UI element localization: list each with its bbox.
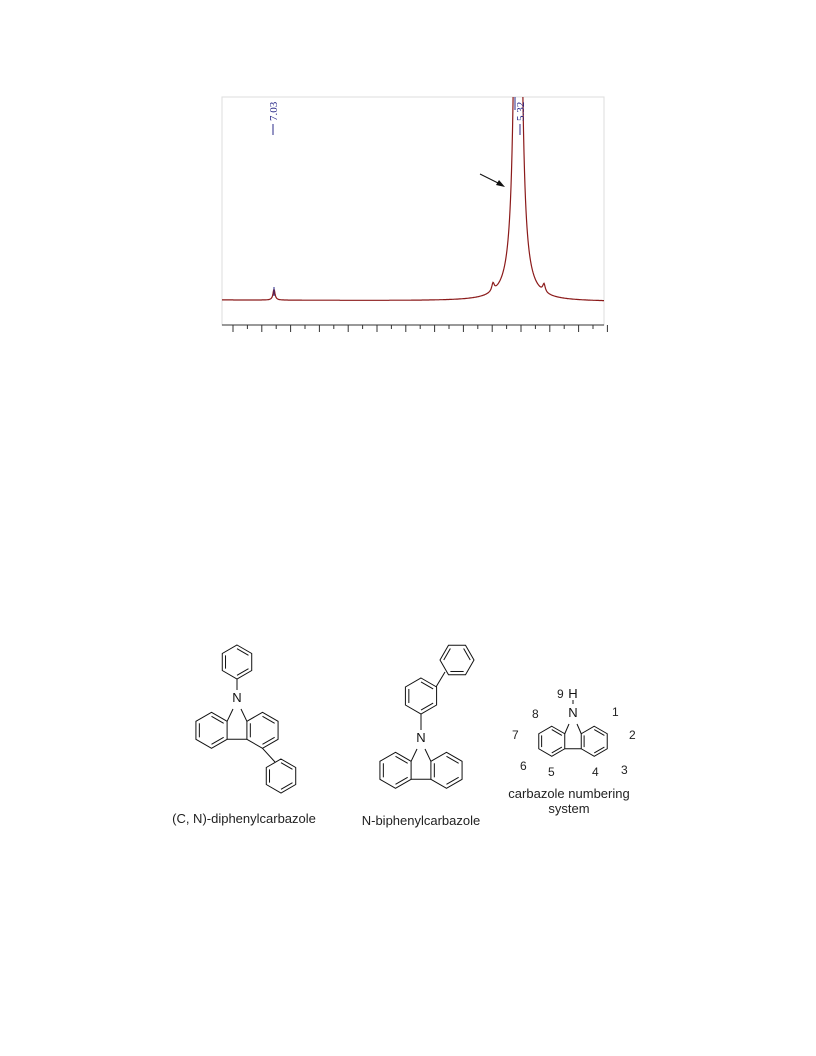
bond (410, 748, 418, 762)
double-bond (236, 648, 249, 656)
double-bond (395, 776, 408, 785)
position-number: 3 (621, 763, 628, 777)
atom-label: N (416, 730, 425, 745)
caption: system (548, 801, 589, 816)
arrow-head (496, 180, 505, 187)
position-number: 4 (592, 765, 599, 779)
double-bond (262, 736, 275, 745)
double-bond (593, 729, 605, 736)
atom-label: H (568, 686, 577, 701)
ring (265, 758, 297, 794)
atom-label: N (568, 705, 577, 720)
double-bond (280, 782, 293, 790)
structures: N (C, N)-diphenylcarbazole N N-biphenylc… (172, 644, 636, 828)
ring (221, 644, 253, 680)
position-number: 9 (557, 687, 564, 701)
bond (240, 708, 248, 722)
ring (195, 711, 228, 749)
caption: (C, N)-diphenylcarbazole (172, 811, 316, 826)
ring (580, 725, 608, 757)
peak-label: 7.03 (268, 101, 280, 121)
double-bond (551, 746, 563, 754)
ring (439, 644, 475, 676)
double-bond (211, 715, 224, 724)
ring (379, 751, 412, 789)
ring (430, 751, 463, 789)
position-number: 6 (520, 759, 527, 773)
position-number: 2 (629, 728, 636, 742)
bond (564, 723, 570, 734)
double-bond (463, 648, 471, 661)
position-number: 7 (512, 728, 519, 742)
ring (246, 711, 279, 749)
double-bond (593, 746, 605, 754)
caption: carbazole numbering (508, 786, 629, 801)
double-bond (551, 729, 563, 736)
double-bond (446, 755, 459, 764)
bond (424, 748, 432, 762)
double-bond (420, 681, 434, 690)
double-bond (446, 776, 459, 785)
bond (226, 708, 234, 722)
double-bond (236, 668, 249, 676)
caption: N-biphenylcarbazole (362, 813, 481, 828)
double-bond (280, 762, 293, 770)
axis-ticks (232, 325, 608, 332)
bond (262, 747, 276, 763)
double-bond (420, 702, 434, 711)
double-bond (443, 648, 451, 661)
atom-label: N (232, 690, 241, 705)
ring (404, 677, 438, 715)
ring (538, 725, 566, 757)
position-number: 1 (612, 705, 619, 719)
spectrum: 7.03 5.32 (221, 96, 608, 332)
position-number: 8 (532, 707, 539, 721)
position-number: 5 (548, 765, 555, 779)
bond (435, 671, 446, 688)
double-bond (262, 715, 275, 724)
peak-label: 5.32 (515, 102, 527, 121)
bond (576, 723, 582, 734)
spectrum-curve (222, 97, 604, 302)
double-bond (395, 755, 408, 764)
double-bond (211, 736, 224, 745)
